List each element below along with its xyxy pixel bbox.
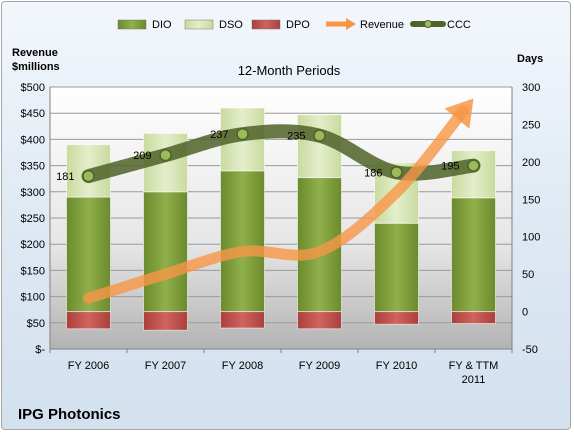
left-tick-label: $200 xyxy=(21,239,45,251)
bar-dpo xyxy=(374,311,419,325)
chart-subtitle: 12-Month Periods xyxy=(238,63,341,78)
right-tick-label: 0 xyxy=(522,307,528,319)
left-tick-label: $400 xyxy=(21,134,45,146)
ccc-data-label: 237 xyxy=(210,129,228,141)
left-tick-label: $500 xyxy=(21,82,45,94)
company-name: IPG Photonics xyxy=(18,406,121,423)
ccc-marker xyxy=(236,127,249,141)
legend-swatch-dio xyxy=(117,19,147,30)
right-tick-label: -50 xyxy=(522,344,538,356)
ccc-data-label: 209 xyxy=(133,150,151,162)
bar-dio xyxy=(451,197,496,313)
x-tick-label: FY 2010 xyxy=(376,360,417,372)
right-tick-label: 300 xyxy=(522,82,540,94)
left-tick-label: $- xyxy=(35,344,45,356)
ccc-data-label: 195 xyxy=(441,161,459,173)
legend-label-ccc: CCC xyxy=(447,19,471,31)
ccc-marker xyxy=(159,148,172,162)
legend-swatch-dpo xyxy=(251,19,281,30)
legend-label-dso: DSO xyxy=(219,19,243,31)
ccc-data-label: 235 xyxy=(287,131,305,143)
left-tick-label: $300 xyxy=(21,187,45,199)
legend-swatch-dso xyxy=(184,19,214,30)
x-tick-label: FY 2009 xyxy=(299,360,340,372)
left-tick-label: $150 xyxy=(21,265,45,277)
revenue-line xyxy=(83,105,469,304)
bar-dpo xyxy=(297,311,342,330)
left-tick-label: $350 xyxy=(21,161,45,173)
left-tick-label: $100 xyxy=(21,292,45,304)
bar-dpo xyxy=(143,311,188,331)
ccc-marker xyxy=(313,129,326,142)
right-tick-label: 50 xyxy=(522,269,534,281)
legend-label-dpo: DPO xyxy=(286,19,310,31)
x-tick-label: FY 2008 xyxy=(222,360,263,372)
left-axis-title-line2: $millions xyxy=(12,61,60,73)
left-tick-label: $450 xyxy=(21,108,45,120)
ccc-marker xyxy=(467,159,480,172)
bar-dpo xyxy=(220,311,265,329)
revenue-arrowhead xyxy=(444,98,474,129)
left-axis-title-line1: Revenue xyxy=(12,47,58,59)
bar-dpo xyxy=(451,311,496,325)
ccc-data-label: 186 xyxy=(364,167,382,179)
bar-dio xyxy=(220,170,265,313)
ccc-marker xyxy=(82,169,95,183)
x-tick-label: 2011 xyxy=(462,374,486,386)
left-tick-label: $50 xyxy=(27,318,45,330)
x-tick-label: FY 2006 xyxy=(68,360,109,372)
right-tick-label: 200 xyxy=(522,157,540,169)
right-tick-label: 150 xyxy=(522,194,540,206)
right-tick-label: 100 xyxy=(522,232,540,244)
bar-dio xyxy=(374,222,419,313)
legend-arrow-revenue xyxy=(346,18,356,30)
legend-marker-ccc xyxy=(424,20,432,28)
ccc-data-label: 181 xyxy=(56,171,74,183)
bar-dio xyxy=(143,191,188,313)
legend-label-revenue: Revenue xyxy=(360,19,404,31)
legend-label-dio: DIO xyxy=(152,19,172,31)
bar-dpo xyxy=(66,311,111,330)
left-tick-label: $250 xyxy=(21,213,45,225)
right-tick-label: 250 xyxy=(522,119,540,131)
right-axis-title: Days xyxy=(517,53,543,65)
x-tick-label: FY & TTM xyxy=(449,360,499,372)
x-tick-label: FY 2007 xyxy=(145,360,186,372)
ccc-marker xyxy=(390,166,403,179)
